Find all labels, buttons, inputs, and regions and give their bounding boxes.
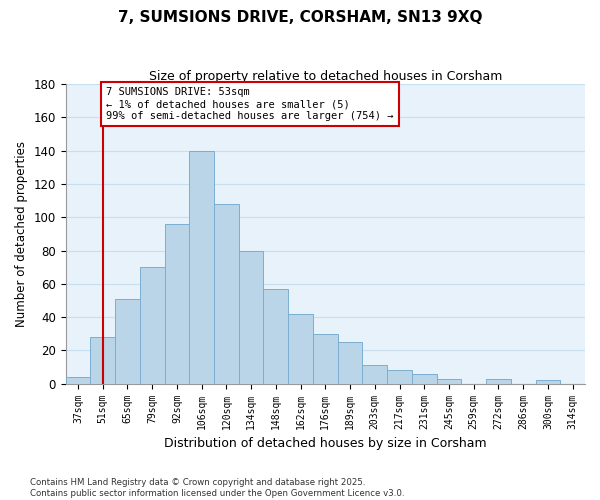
Bar [239,250,263,384]
Bar [412,374,437,384]
Text: Contains HM Land Registry data © Crown copyright and database right 2025.
Contai: Contains HM Land Registry data © Crown c… [30,478,404,498]
Y-axis label: Number of detached properties: Number of detached properties [15,141,28,327]
Text: 7, SUMSIONS DRIVE, CORSHAM, SN13 9XQ: 7, SUMSIONS DRIVE, CORSHAM, SN13 9XQ [118,10,482,25]
Bar [362,366,387,384]
Bar [65,377,91,384]
Bar [140,267,164,384]
Bar [313,334,338,384]
Bar [338,342,362,384]
Bar [91,337,115,384]
Bar [387,370,412,384]
X-axis label: Distribution of detached houses by size in Corsham: Distribution of detached houses by size … [164,437,487,450]
Text: 7 SUMSIONS DRIVE: 53sqm
← 1% of detached houses are smaller (5)
99% of semi-deta: 7 SUMSIONS DRIVE: 53sqm ← 1% of detached… [106,88,394,120]
Bar [214,204,239,384]
Bar [190,150,214,384]
Bar [486,378,511,384]
Bar [536,380,560,384]
Bar [437,378,461,384]
Bar [263,289,288,384]
Bar [115,299,140,384]
Title: Size of property relative to detached houses in Corsham: Size of property relative to detached ho… [149,70,502,83]
Bar [164,224,190,384]
Bar [288,314,313,384]
